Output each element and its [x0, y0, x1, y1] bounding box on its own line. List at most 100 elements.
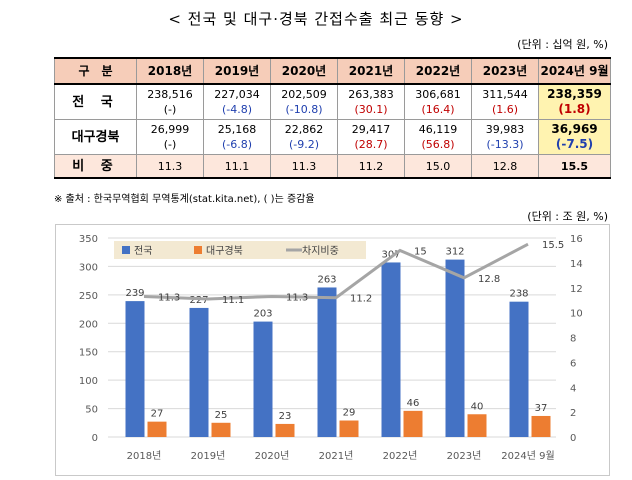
bar-daegu — [275, 423, 295, 437]
bar-national — [253, 321, 273, 437]
data-label-daegu: 37 — [535, 403, 548, 414]
cell-change: (-9.2) — [288, 138, 320, 151]
table-cell: 36,969 (-7.5) — [538, 119, 611, 155]
y2-tick-label: 10 — [570, 309, 583, 320]
header-cell: 2020년 — [270, 57, 338, 85]
share-cell: 12.8 — [471, 154, 539, 179]
y2-tick-label: 6 — [570, 358, 576, 369]
y2-tick-label: 8 — [570, 334, 576, 345]
data-label-national: 239 — [125, 288, 144, 299]
data-label-share: 11.3 — [158, 292, 180, 303]
header-cell: 2023년 — [471, 57, 539, 85]
share-row: 비 중 11.3 11.1 11.3 11.2 15.0 12.8 15.5 — [54, 154, 611, 179]
x-tick-label: 2022년 — [383, 450, 418, 462]
bar-daegu — [467, 414, 487, 437]
y2-tick-label: 0 — [570, 433, 576, 444]
data-label-share: 15 — [414, 246, 427, 257]
table-cell: 238,359 (1.8) — [538, 83, 611, 120]
table-unit-label: (단위 : 십억 원, %) — [517, 38, 608, 51]
x-tick-label: 2018년 — [127, 450, 162, 462]
chart-container: 0 50 100 150 200 250 300 350 0 2 4 6 8 10 12 14 16 239 27 2… — [55, 224, 610, 476]
header-cell: 2018년 — [136, 57, 204, 85]
table-cell: 46,119 (56.8) — [404, 119, 472, 155]
y2-tick-label: 12 — [570, 284, 583, 295]
table-cell: 227,034 (-4.8) — [203, 83, 271, 120]
source-note: ※ 출처 : 한국무역협회 무역통계(stat.kita.net), ( )는 … — [54, 194, 315, 205]
data-label-share: 12.8 — [478, 274, 500, 285]
cell-value: 311,544 — [482, 88, 528, 101]
bar-national — [125, 301, 145, 437]
cell-change: (1.8) — [558, 102, 591, 116]
legend-swatch — [194, 246, 202, 254]
cell-change: (-13.3) — [486, 138, 524, 151]
header-cell: 구 분 — [54, 57, 137, 85]
table-cell: 238,516 (-) — [136, 83, 204, 120]
table-cell: 306,681 (16.4) — [404, 83, 472, 120]
data-label-daegu: 23 — [279, 411, 292, 422]
data-label-share: 11.2 — [350, 294, 372, 305]
y2-tick-label: 4 — [570, 383, 576, 394]
share-cell: 15.5 — [538, 154, 611, 179]
table-row: 전 국 238,516 (-) 227,034 (-4.8) 202,509 (-10.8)… — [54, 83, 611, 120]
combo-chart: 0501001502002503003500246810121416239272… — [79, 234, 583, 462]
table-cell: 25,168 (-6.8) — [203, 119, 271, 155]
bar-national — [317, 287, 337, 437]
cell-value: 36,969 — [551, 122, 598, 136]
cell-value: 227,034 — [214, 88, 260, 101]
cell-change: (-) — [163, 138, 177, 151]
share-cell: 15.0 — [404, 154, 472, 179]
data-label-national: 203 — [253, 309, 272, 320]
table-cell: 202,509 (-10.8) — [270, 83, 338, 120]
bar-daegu — [211, 422, 231, 437]
data-label-national: 227 — [189, 295, 208, 306]
x-tick-label: 2021년 — [319, 450, 354, 462]
x-tick-label: 2024년 9월 — [501, 450, 554, 462]
cell-value: 25,168 — [217, 123, 257, 136]
cell-change: (28.7) — [354, 138, 388, 151]
y-tick-label: 300 — [79, 262, 98, 273]
row-label: 대구경북 — [54, 119, 137, 155]
bar-daegu — [339, 420, 359, 437]
cell-value: 39,983 — [485, 123, 525, 136]
data-label-share: 15.5 — [542, 240, 564, 251]
bar-national — [509, 301, 529, 437]
cell-value: 29,417 — [351, 123, 391, 136]
y2-tick-label: 2 — [570, 408, 576, 419]
bar-national — [381, 262, 401, 437]
legend-label: 대구경북 — [206, 244, 243, 257]
y-tick-label: 50 — [85, 405, 98, 416]
y-tick-label: 250 — [79, 291, 98, 302]
y-tick-label: 200 — [79, 319, 98, 330]
cell-value: 26,999 — [150, 123, 190, 136]
cell-change: (-) — [163, 103, 177, 116]
cell-change: (-7.5) — [555, 137, 594, 151]
table-cell: 311,544 (1.6) — [471, 83, 539, 120]
table-cell: 29,417 (28.7) — [337, 119, 405, 155]
x-tick-label: 2019년 — [191, 450, 226, 462]
data-label-national: 238 — [509, 289, 528, 300]
cell-change: (-4.8) — [221, 103, 253, 116]
stats-table: 구 분 2018년 2019년 2020년 2021년 2022년 2023년 … — [54, 57, 611, 179]
data-label-national: 307 — [381, 249, 400, 260]
share-cell: 11.3 — [270, 154, 338, 179]
header-cell: 2021년 — [337, 57, 405, 85]
cell-change: (-6.8) — [221, 138, 253, 151]
bar-daegu — [531, 415, 551, 437]
cell-value: 22,862 — [284, 123, 324, 136]
share-cell: 11.2 — [337, 154, 405, 179]
data-label-daegu: 29 — [343, 408, 356, 419]
data-label-share: 11.1 — [222, 295, 244, 306]
cell-value: 202,509 — [281, 88, 327, 101]
share-line — [143, 242, 529, 301]
cell-change: (1.6) — [491, 103, 519, 116]
cell-value: 46,119 — [418, 123, 458, 136]
data-label-national: 263 — [317, 274, 336, 285]
legend-background — [114, 241, 366, 259]
share-cell: 11.1 — [203, 154, 271, 179]
header-cell: 2019년 — [203, 57, 271, 85]
data-label-daegu: 46 — [407, 398, 420, 409]
cell-value: 263,383 — [348, 88, 394, 101]
table-header-row: 구 분 2018년 2019년 2020년 2021년 2022년 2023년 … — [54, 57, 611, 85]
data-label-national: 312 — [445, 247, 464, 258]
row-label: 전 국 — [54, 83, 137, 120]
